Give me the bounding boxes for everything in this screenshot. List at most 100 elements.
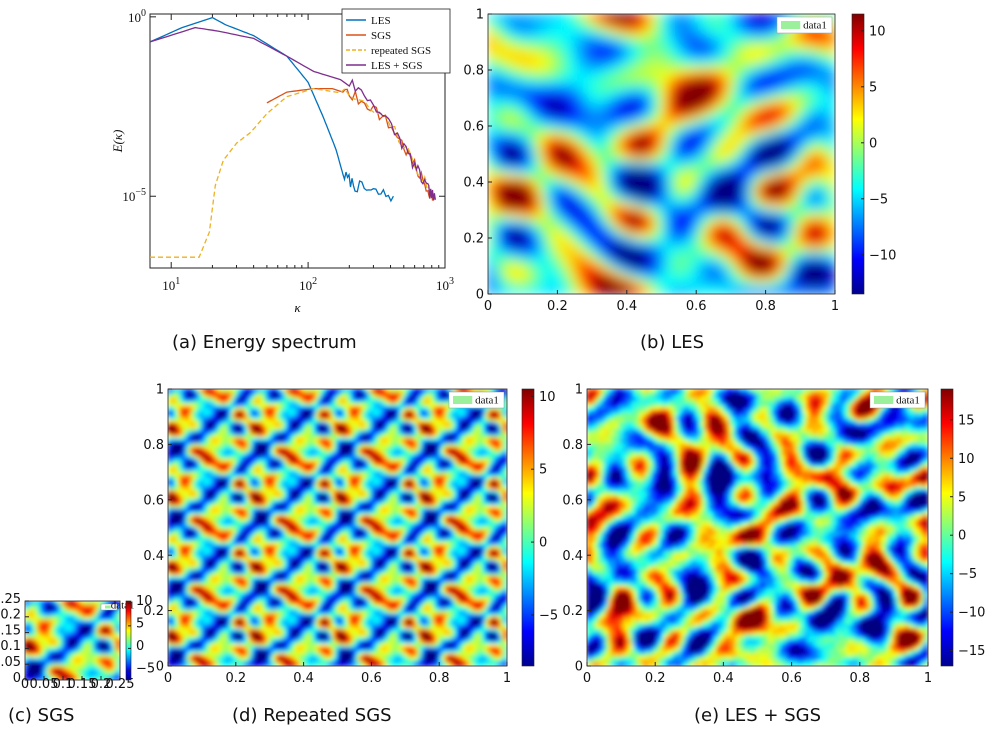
heatmap-y-tick-label: 1 xyxy=(156,383,164,398)
colorbar-tick-label: 0 xyxy=(136,639,144,654)
spectrum-x-tick-label: 102 xyxy=(299,276,317,293)
caption-les: (b) LES xyxy=(640,332,704,353)
heatmap-y-tick-label: 1 xyxy=(575,383,583,398)
spectrum-series-line xyxy=(150,87,432,258)
heatmap-legend-swatch xyxy=(453,396,473,404)
heatmap-legend: data1 xyxy=(448,391,505,409)
heatmap-y-tick-label: 0.1 xyxy=(0,639,21,654)
colorbar xyxy=(125,600,132,681)
heatmap-cells xyxy=(488,14,835,294)
heatmap-legend-swatch xyxy=(781,21,801,29)
heatmap-x-tick-label: 0.15 xyxy=(68,677,97,692)
colorbar-tick-label: −10 xyxy=(869,248,896,263)
heatmap-x-tick-label: 0 xyxy=(484,299,492,314)
heatmap-legend-label: data1 xyxy=(475,395,499,407)
heatmap-x-tick-label: 1 xyxy=(503,671,511,686)
caption-sgs: (c) SGS xyxy=(8,705,74,726)
les-plus-sgs-panel: 0 0.2 0.4 0.6 0.8 100.20.40.60.81data1151050−… xyxy=(562,383,985,686)
colorbar-tick-label: 5 xyxy=(958,490,966,505)
heatmap-y-tick-label: 0.8 xyxy=(562,438,583,453)
colorbar xyxy=(940,388,954,667)
heatmap-legend-label: data1 xyxy=(896,395,920,407)
colorbar-tick-label: 10 xyxy=(136,594,153,609)
heatmap-y-tick-label: 0.8 xyxy=(143,438,164,453)
heatmap-x-tick-label: 0 xyxy=(164,671,172,686)
heatmap-y-tick-label: 0.25 xyxy=(0,592,21,607)
spectrum-x-tick-label: 101 xyxy=(162,276,180,293)
colorbar-tick-label: 5 xyxy=(539,463,547,478)
heatmap-y-tick-label: 0.2 xyxy=(463,232,484,247)
heatmap-x-tick-label: 0 xyxy=(21,677,29,692)
colorbar-tick-label: 15 xyxy=(958,413,975,428)
caption-energy-spectrum: (a) Energy spectrum xyxy=(172,332,357,353)
heatmap-x-tick-label: 0.4 xyxy=(293,671,314,686)
spectrum-legend-label: LES xyxy=(371,15,391,27)
heatmap-y-tick-label: 0 xyxy=(13,671,21,686)
heatmap-x-tick-label: 0.4 xyxy=(713,671,734,686)
heatmap-x-tick-label: 0.05 xyxy=(30,677,59,692)
heatmap-x-tick-label: 0.8 xyxy=(429,671,450,686)
heatmap-x-tick-label: 0.6 xyxy=(361,671,382,686)
colorbar-tick-label: 0 xyxy=(869,136,877,151)
heatmap-legend: data1 xyxy=(869,391,926,409)
heatmap-x-tick-label: 0.2 xyxy=(225,671,246,686)
heatmap-axes-box xyxy=(167,388,508,667)
colorbar-tick-label: −5 xyxy=(539,609,558,624)
heatmap-x-tick-label: 0.8 xyxy=(849,671,870,686)
spectrum-y-tick-label: 100 xyxy=(128,8,146,25)
heatmap-legend-swatch xyxy=(105,605,111,609)
heatmap-y-tick-label: 0.15 xyxy=(0,623,21,638)
spectrum-series-line xyxy=(149,16,394,203)
colorbar-tick-label: −15 xyxy=(958,644,985,659)
spectrum-legend-label: SGS xyxy=(371,30,391,42)
heatmap-x-tick-label: 0.1 xyxy=(53,677,74,692)
heatmap-y-tick-label: 0.4 xyxy=(143,549,164,564)
colorbar xyxy=(851,13,865,295)
colorbar-tick-label: 10 xyxy=(869,24,886,39)
colorbar-tick-label: 10 xyxy=(539,390,556,405)
colorbar-tick-label: −10 xyxy=(958,606,985,621)
heatmap-axes-box xyxy=(487,13,836,295)
heatmap-x-tick-label: 0.2 xyxy=(547,299,568,314)
heatmap-legend-label: data1 xyxy=(803,20,827,32)
heatmap-y-tick-label: 1 xyxy=(476,8,484,23)
heatmap-axes-box xyxy=(586,388,929,667)
caption-les-plus-sgs: (e) LES + SGS xyxy=(694,705,821,726)
colorbar-tick-label: 0 xyxy=(539,536,547,551)
spectrum-y-tick-label: 10−5 xyxy=(122,187,146,204)
spectrum-legend-label: LES + SGS xyxy=(371,60,422,72)
heatmap-x-tick-label: 1 xyxy=(924,671,932,686)
spectrum-series-line xyxy=(149,26,436,201)
heatmap-legend-swatch xyxy=(874,396,894,404)
heatmap-x-tick-label: 0.4 xyxy=(616,299,637,314)
colorbar-tick-label: 5 xyxy=(869,80,877,95)
spectrum-legend-label: repeated SGS xyxy=(371,45,431,57)
heatmap-x-tick-label: 0.2 xyxy=(645,671,666,686)
heatmap-y-tick-label: 0 xyxy=(156,660,164,675)
heatmap-axes-box xyxy=(24,600,121,681)
heatmap-cells xyxy=(25,601,120,680)
heatmap-x-tick-label: 0.25 xyxy=(106,677,135,692)
colorbar-tick-label: 10 xyxy=(958,452,975,467)
colorbar-tick-label: 5 xyxy=(136,617,144,632)
heatmap-y-tick-label: 0.05 xyxy=(0,655,21,670)
heatmap-y-tick-label: 0.4 xyxy=(463,176,484,191)
spectrum-legend: LES SGS repeated SGS LES + SGS xyxy=(341,8,451,74)
heatmap-x-tick-label: 0.6 xyxy=(781,671,802,686)
heatmap-y-tick-label: 0.6 xyxy=(463,120,484,135)
colorbar-tick-label: 0 xyxy=(958,529,966,544)
heatmap-cells xyxy=(168,389,507,666)
colorbar-tick-label: −5 xyxy=(958,567,977,582)
heatmap-y-tick-label: 0.2 xyxy=(0,608,21,623)
heatmap-y-tick-label: 0 xyxy=(575,660,583,675)
heatmap-x-tick-label: 0 xyxy=(583,671,591,686)
heatmap-y-tick-label: 0.8 xyxy=(463,64,484,79)
heatmap-y-tick-label: 0 xyxy=(476,288,484,303)
colorbar xyxy=(521,388,535,667)
heatmap-x-tick-label: 0.6 xyxy=(686,299,707,314)
spectrum-x-tick-label: 103 xyxy=(436,276,454,293)
